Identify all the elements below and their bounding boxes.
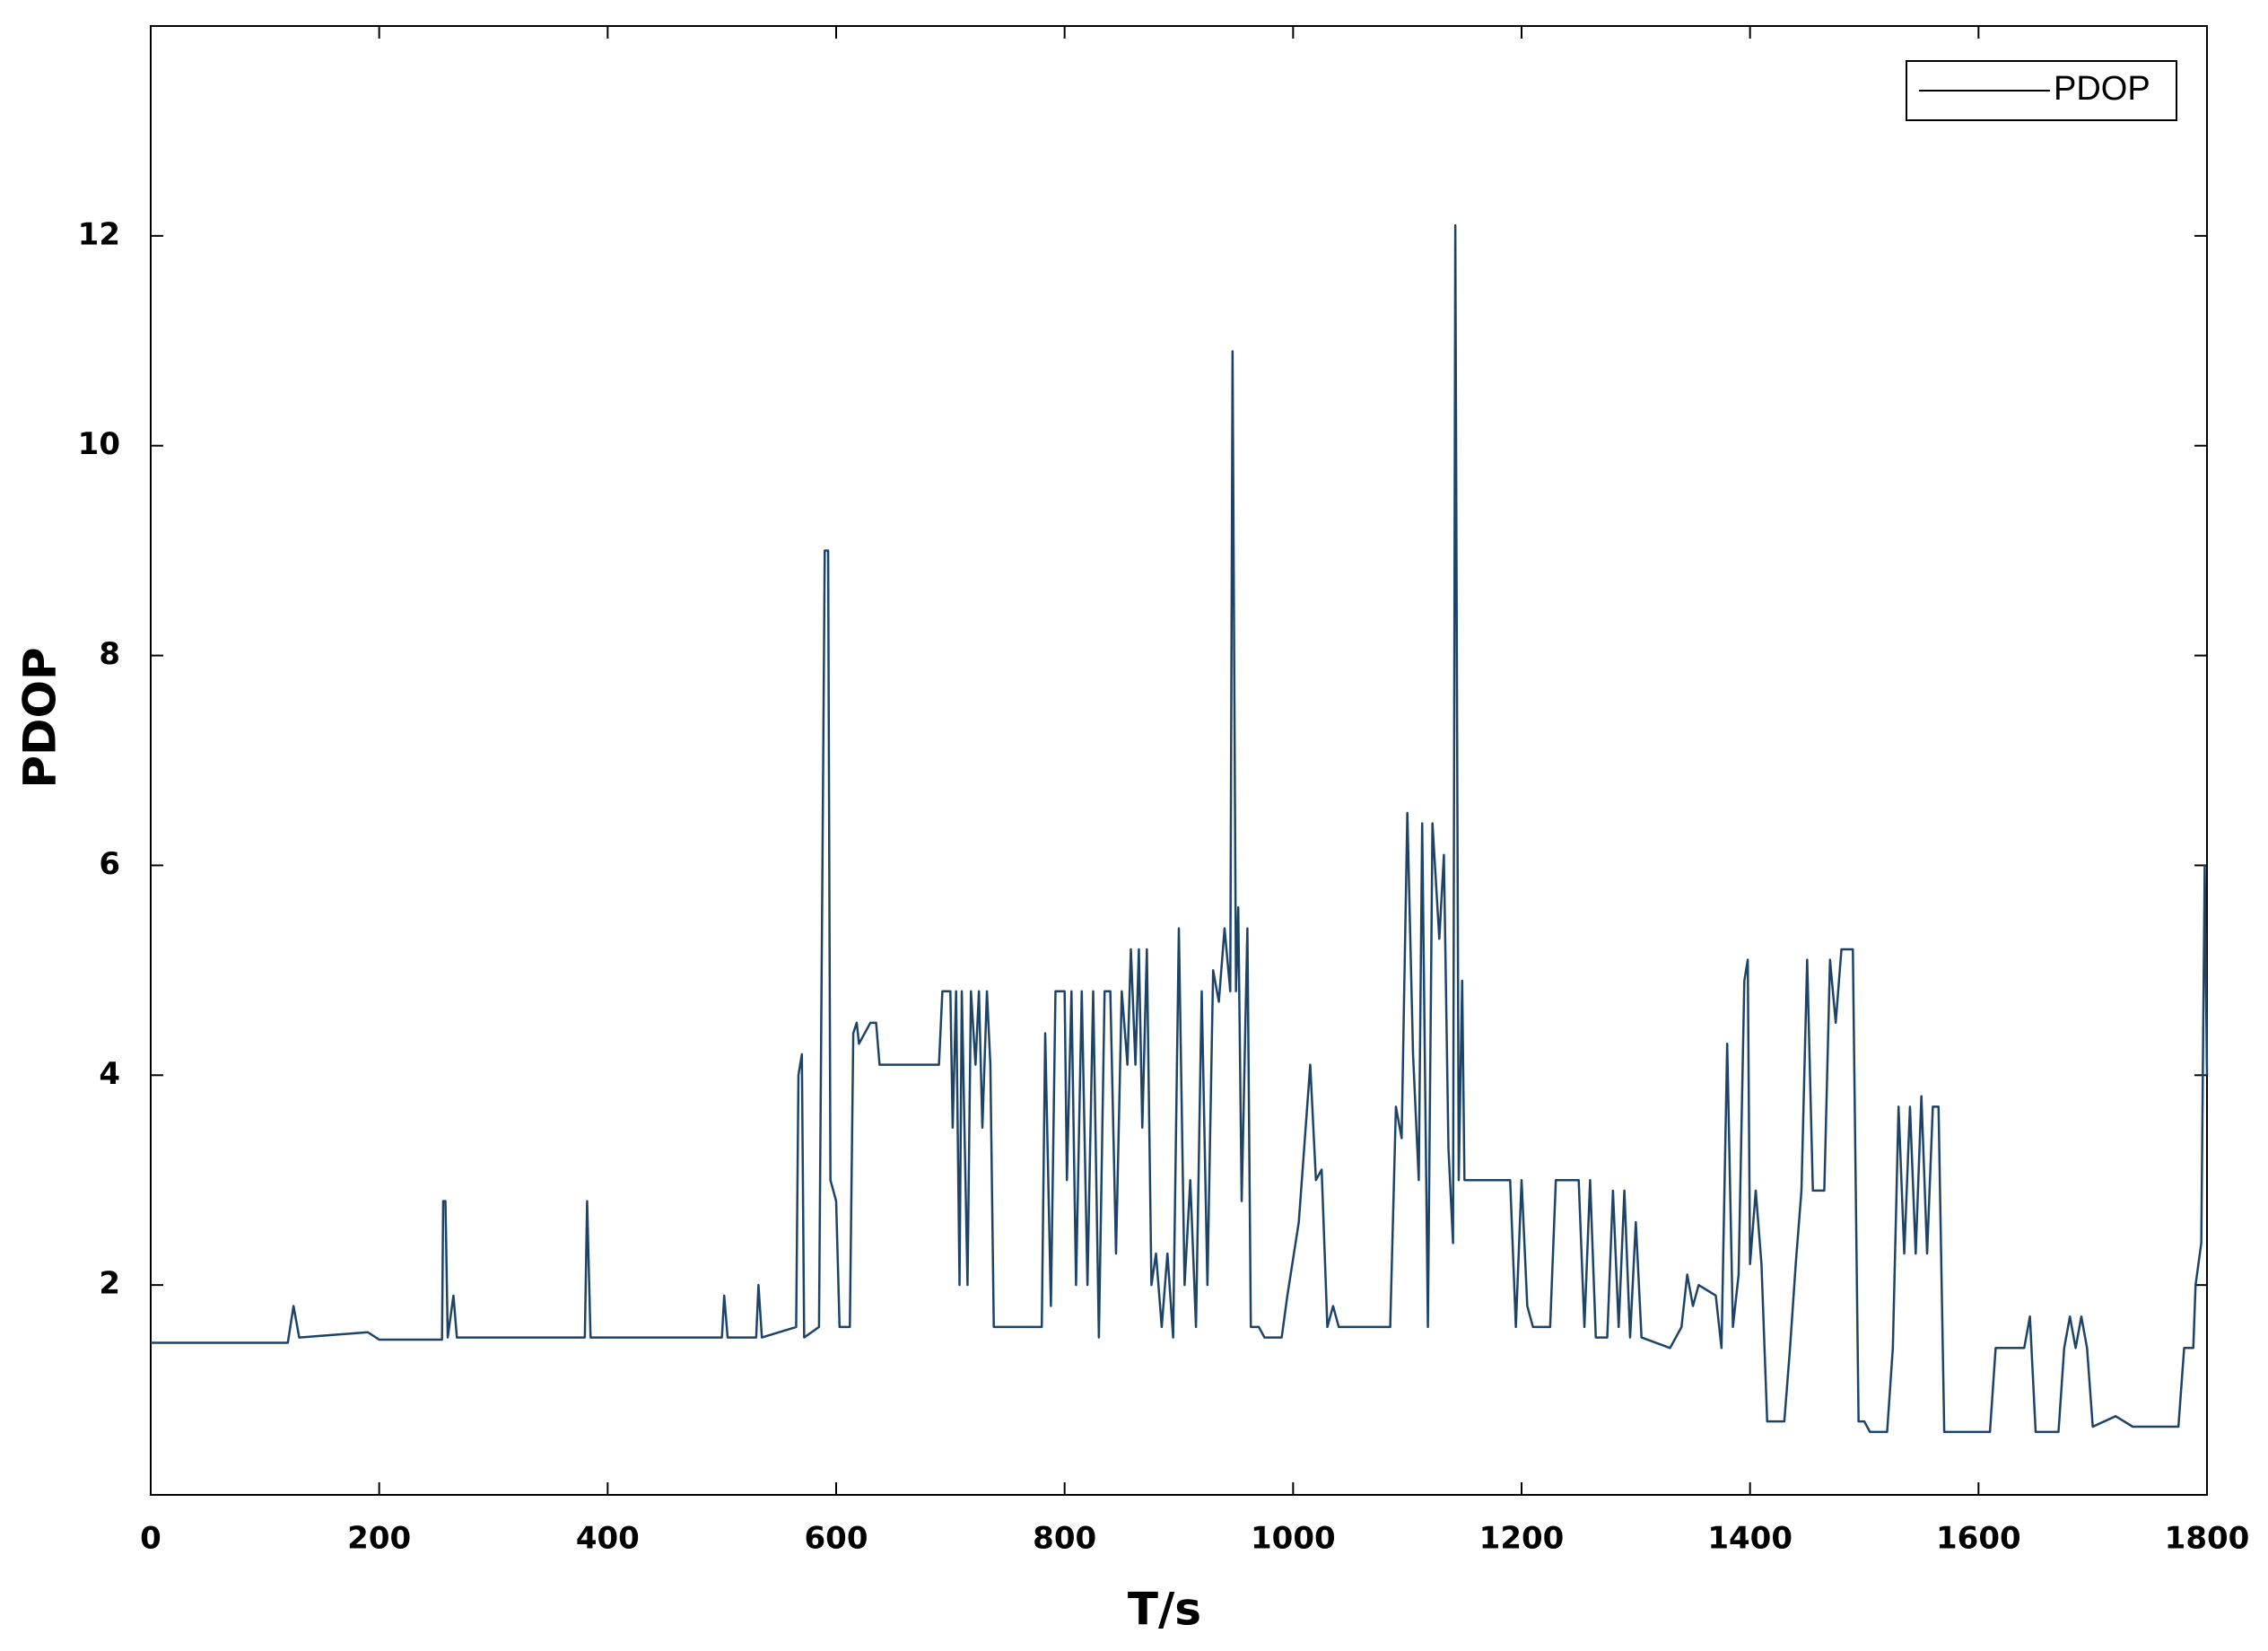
- y-tick-label: 4: [99, 1056, 120, 1092]
- data-line: [151, 223, 2209, 1434]
- y-tick-label: 6: [99, 846, 120, 882]
- x-axis-label: T/s: [1128, 1584, 1201, 1636]
- x-tick-label: 0: [140, 1521, 161, 1557]
- x-tick-label: 600: [805, 1521, 868, 1557]
- plot-frame: [150, 25, 2208, 1496]
- y-axis-label: PDOP: [14, 647, 66, 788]
- x-tick-label: 800: [1033, 1521, 1096, 1557]
- x-tick-label: 1400: [1707, 1521, 1793, 1557]
- x-tick-label: 1800: [2165, 1521, 2250, 1557]
- y-tick-label: 2: [99, 1266, 120, 1302]
- y-tick-label: 8: [99, 636, 120, 672]
- y-tick-label: 10: [78, 426, 120, 462]
- x-tick-label: 1200: [1479, 1521, 1565, 1557]
- y-tick-label: 12: [78, 216, 120, 252]
- x-tick-label: 1000: [1251, 1521, 1336, 1557]
- x-tick-label: 200: [347, 1521, 411, 1557]
- legend-label: PDOP: [2054, 70, 2150, 108]
- x-tick-label: 400: [576, 1521, 640, 1557]
- x-tick-label: 1600: [1936, 1521, 2021, 1557]
